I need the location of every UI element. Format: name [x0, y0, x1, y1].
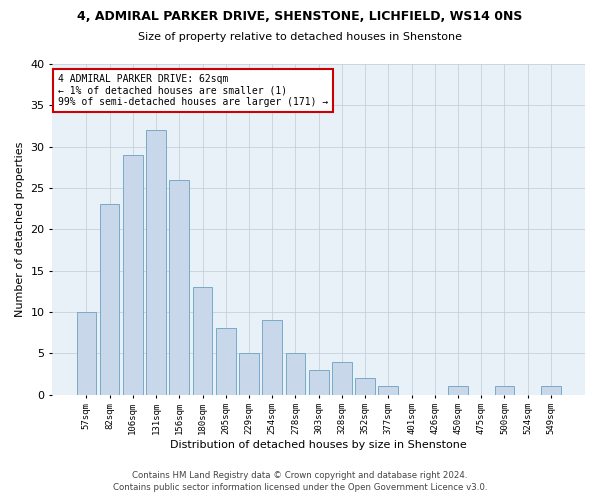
Bar [216, 328, 236, 394]
Bar [332, 362, 352, 394]
Text: 4, ADMIRAL PARKER DRIVE, SHENSTONE, LICHFIELD, WS14 0NS: 4, ADMIRAL PARKER DRIVE, SHENSTONE, LICH… [77, 10, 523, 23]
Bar [239, 353, 259, 395]
Bar [100, 204, 119, 394]
Bar [77, 312, 96, 394]
Y-axis label: Number of detached properties: Number of detached properties [15, 142, 25, 317]
Bar [355, 378, 375, 394]
Bar [286, 353, 305, 395]
Bar [541, 386, 561, 394]
Bar [146, 130, 166, 394]
Text: 4 ADMIRAL PARKER DRIVE: 62sqm
← 1% of detached houses are smaller (1)
99% of sem: 4 ADMIRAL PARKER DRIVE: 62sqm ← 1% of de… [58, 74, 328, 107]
Bar [494, 386, 514, 394]
Bar [169, 180, 189, 394]
Bar [193, 287, 212, 395]
Text: Size of property relative to detached houses in Shenstone: Size of property relative to detached ho… [138, 32, 462, 42]
Bar [262, 320, 282, 394]
X-axis label: Distribution of detached houses by size in Shenstone: Distribution of detached houses by size … [170, 440, 467, 450]
Bar [379, 386, 398, 394]
Bar [448, 386, 468, 394]
Bar [309, 370, 329, 394]
Text: Contains HM Land Registry data © Crown copyright and database right 2024.
Contai: Contains HM Land Registry data © Crown c… [113, 471, 487, 492]
Bar [123, 155, 143, 394]
